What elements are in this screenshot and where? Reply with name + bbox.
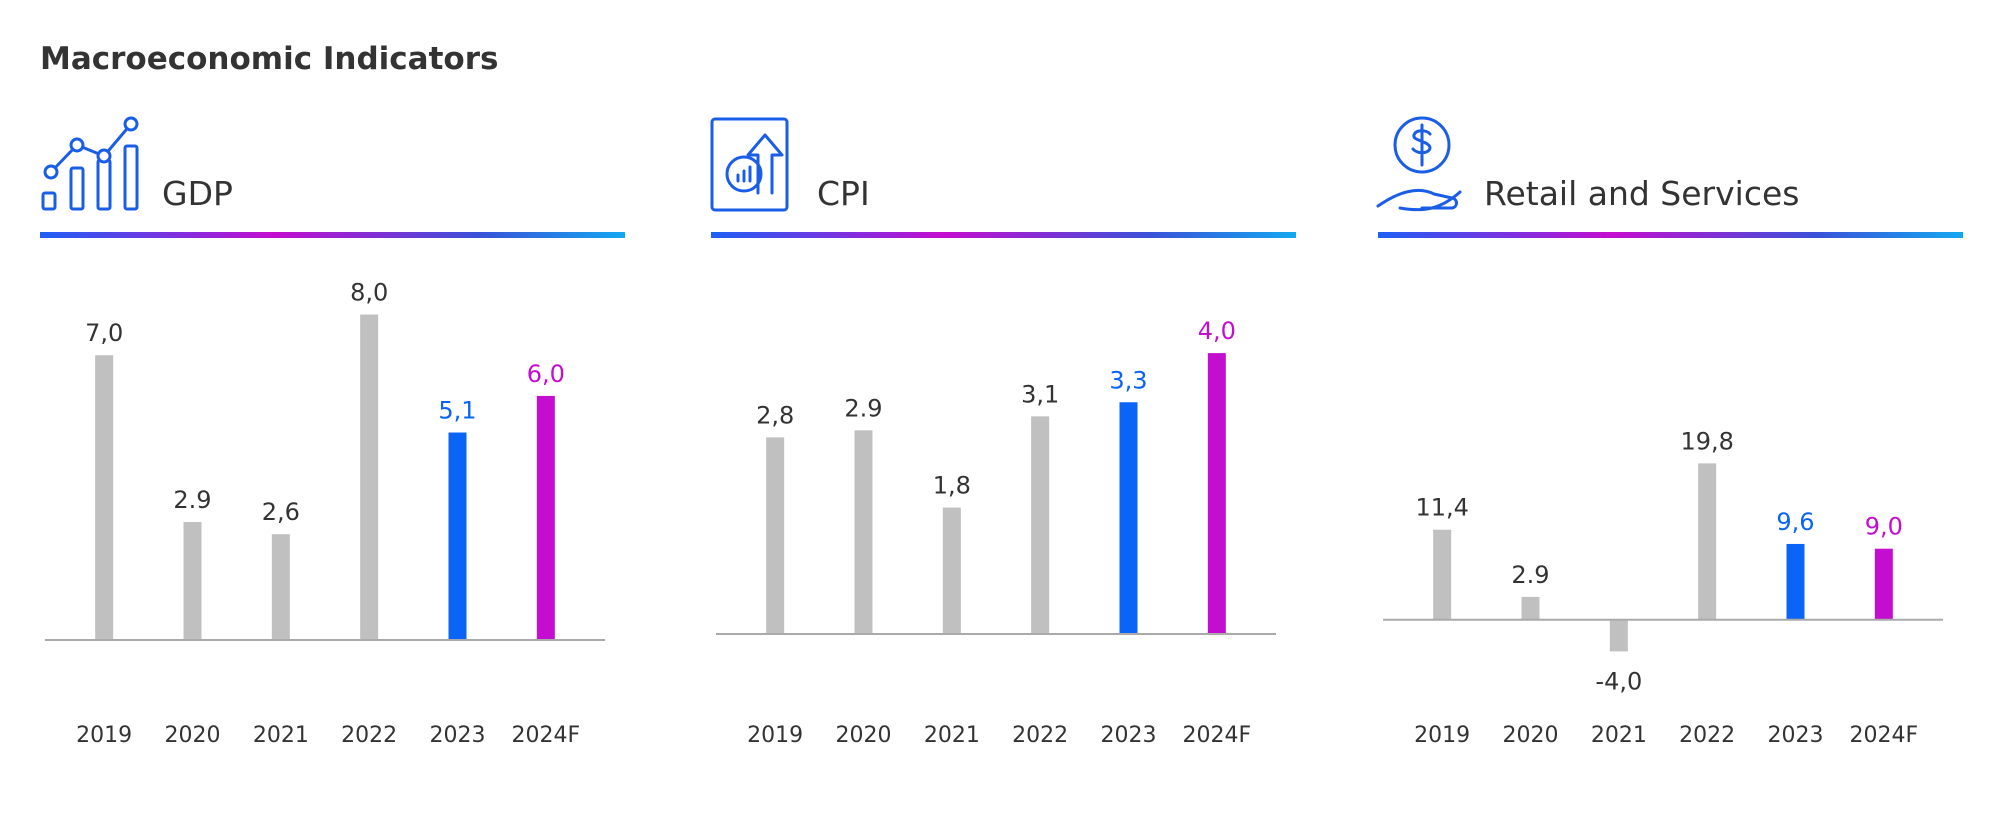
bar (854, 430, 873, 634)
x-tick-label: 2022 (341, 723, 397, 748)
bar (1031, 416, 1050, 634)
x-tick-label: 2021 (1591, 723, 1647, 748)
bar (1521, 596, 1540, 620)
x-tick-label: 2020 (1503, 723, 1559, 748)
bar (766, 437, 785, 634)
value-label: 3,3 (1109, 366, 1147, 394)
panel-title: GDP (162, 174, 233, 213)
cpi-icon (710, 117, 789, 212)
page-title: Macroeconomic Indicators (40, 41, 498, 77)
value-label: 2,6 (262, 498, 300, 526)
x-tick-label: 2021 (924, 723, 980, 748)
bar (942, 507, 961, 634)
bar (448, 432, 467, 640)
value-label: 2,8 (756, 401, 794, 429)
bar (183, 522, 202, 640)
value-label: 9,6 (1776, 508, 1814, 536)
panel-title: Retail and Services (1484, 174, 1799, 213)
bar (1433, 529, 1452, 620)
gradient-rule (40, 232, 625, 238)
value-label: 7,0 (85, 319, 123, 347)
gradient-rule (711, 232, 1296, 238)
value-label: 1,8 (933, 472, 971, 500)
bar (360, 314, 379, 640)
value-label: 5,1 (438, 397, 476, 425)
x-tick-label: 2019 (1414, 723, 1470, 748)
x-tick-label: 2023 (1101, 723, 1157, 748)
panel-title: CPI (817, 174, 870, 213)
value-label: 4,0 (1198, 317, 1236, 345)
value-label: 6,0 (527, 360, 565, 388)
value-label: 2.9 (1511, 561, 1549, 589)
value-label: 9,0 (1865, 513, 1903, 541)
bar (95, 355, 114, 640)
bar (1874, 548, 1893, 620)
value-label: 2.9 (173, 486, 211, 514)
value-label: 8,0 (350, 279, 388, 307)
x-tick-label: 2024F (1850, 723, 1919, 748)
gdp-icon (41, 116, 139, 211)
value-label: 11,4 (1415, 494, 1468, 522)
gradient-rule (1378, 232, 1963, 238)
x-tick-label: 2024F (512, 723, 581, 748)
x-tick-label: 2023 (430, 723, 486, 748)
x-tick-label: 2020 (836, 723, 892, 748)
bar (536, 395, 555, 640)
x-tick-label: 2024F (1183, 723, 1252, 748)
bar (1786, 543, 1805, 620)
x-tick-label: 2021 (253, 723, 309, 748)
bar (1698, 463, 1717, 620)
value-label: 2.9 (844, 394, 882, 422)
x-tick-label: 2019 (76, 723, 132, 748)
retail-icon (1376, 116, 1462, 212)
bar (271, 534, 290, 640)
bar (1119, 402, 1138, 634)
bar (1207, 353, 1226, 634)
x-tick-label: 2020 (165, 723, 221, 748)
value-label: 3,1 (1021, 380, 1059, 408)
value-label: -4,0 (1595, 667, 1642, 695)
x-tick-label: 2022 (1012, 723, 1068, 748)
x-tick-label: 2022 (1679, 723, 1735, 748)
x-tick-label: 2019 (747, 723, 803, 748)
value-label: 19,8 (1680, 427, 1733, 455)
x-tick-label: 2023 (1768, 723, 1824, 748)
bar (1609, 619, 1628, 652)
